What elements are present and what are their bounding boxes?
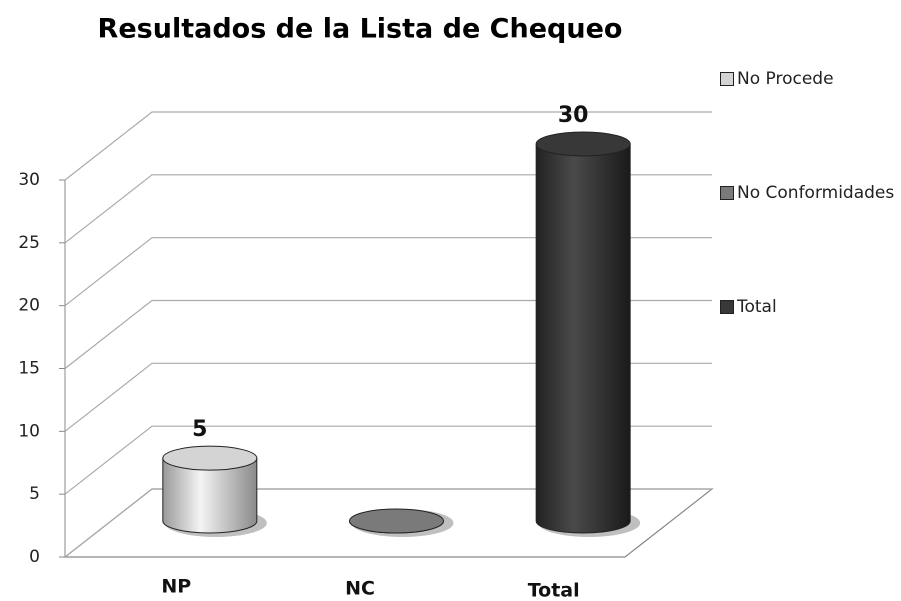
grid-line bbox=[64, 362, 712, 432]
cylinder bbox=[348, 508, 454, 537]
y-tick-label: 30 bbox=[18, 170, 40, 190]
legend-swatch bbox=[720, 186, 734, 200]
cylinder bbox=[162, 445, 267, 537]
y-tick-label: 15 bbox=[18, 359, 40, 379]
legend-label: No Procede bbox=[737, 69, 834, 89]
legend-swatch bbox=[720, 300, 734, 314]
legend-label: No Conformidades bbox=[737, 183, 895, 203]
legend-entry: No Conformidades bbox=[720, 178, 898, 208]
x-tick-label: Total bbox=[528, 580, 580, 601]
grid-line bbox=[64, 299, 712, 369]
grid-line bbox=[64, 237, 712, 307]
bar-top bbox=[162, 445, 258, 471]
bar bbox=[535, 143, 631, 534]
data-label: 30 bbox=[558, 103, 589, 128]
bar bbox=[162, 457, 258, 534]
y-tick-label: 5 bbox=[29, 484, 40, 504]
cylinder bbox=[535, 131, 641, 537]
x-tick-label: NP bbox=[161, 576, 191, 598]
grid-line bbox=[64, 174, 712, 244]
bar-top bbox=[535, 131, 631, 157]
legend-swatch bbox=[720, 72, 734, 86]
data-label: 5 bbox=[192, 417, 207, 442]
y-tick-label: 20 bbox=[18, 296, 40, 316]
bar-top bbox=[349, 508, 444, 534]
x-tick-label: NC bbox=[345, 578, 375, 600]
grid-line bbox=[64, 111, 712, 181]
chart-title: Resultados de la Lista de Chequeo bbox=[98, 14, 623, 45]
grid-line bbox=[64, 488, 712, 558]
grid-line bbox=[64, 425, 712, 495]
legend-entry: Total bbox=[720, 292, 898, 322]
y-tick-label: 25 bbox=[18, 233, 40, 253]
y-tick-label: 0 bbox=[29, 547, 40, 567]
legend-label: Total bbox=[737, 297, 777, 317]
y-tick-label: 10 bbox=[18, 421, 40, 441]
legend-entry: No Procede bbox=[720, 64, 898, 94]
